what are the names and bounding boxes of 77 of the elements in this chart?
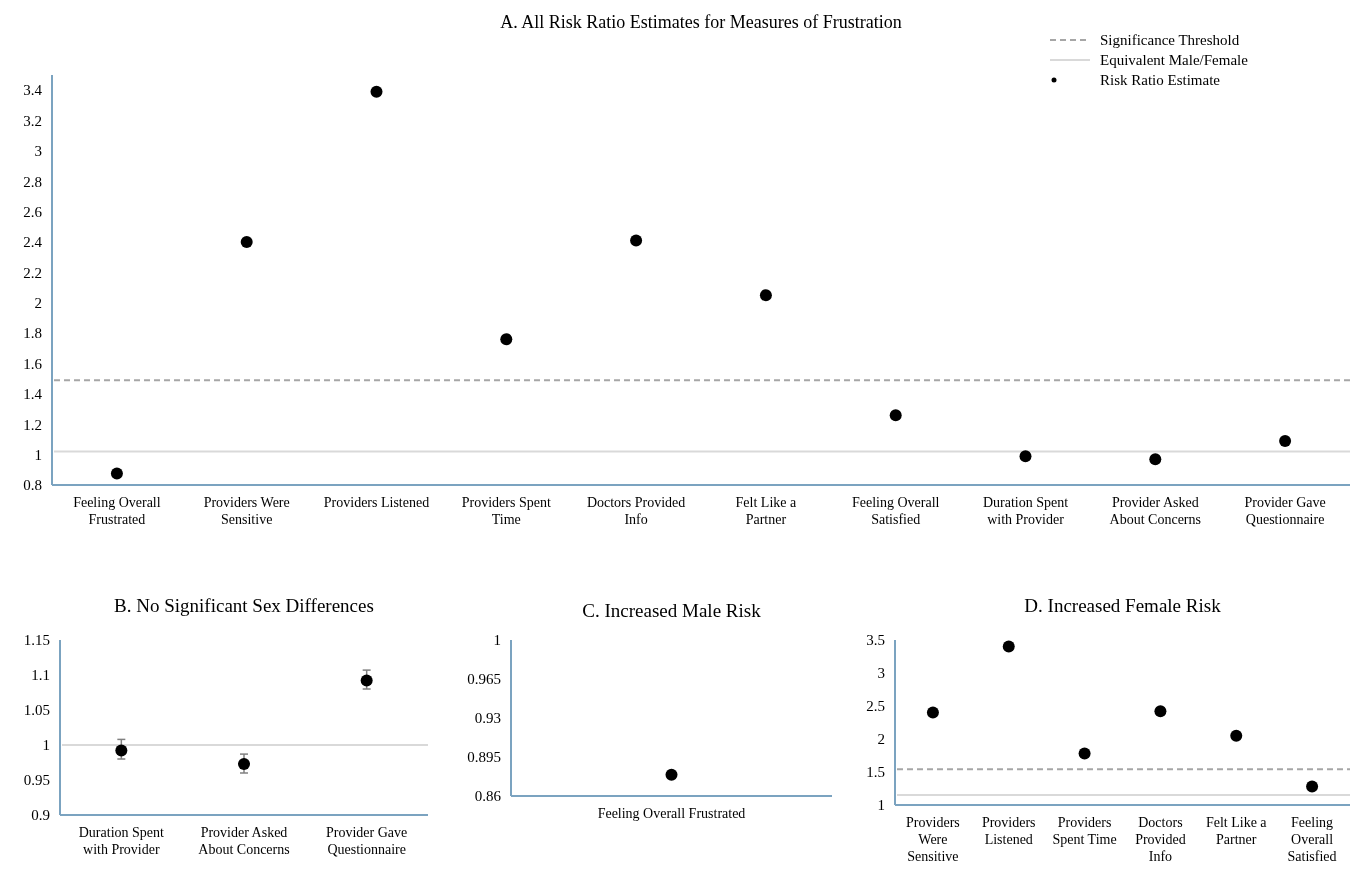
x-tick-label: Duration Spent with Provider [982, 495, 1069, 527]
point [240, 236, 253, 249]
y-tick-label: 0.965 [467, 671, 501, 688]
x-tick-label: Feeling Overall Satisfied [1287, 815, 1337, 864]
text: Risk Ratio Estimate [1100, 72, 1221, 89]
point [1279, 434, 1292, 447]
y-tick-label: 3 [877, 665, 885, 682]
x-tick-label: Feeling Overall Satisfied [851, 495, 940, 527]
y-tick-label: 2.8 [23, 173, 42, 190]
chart-title: A. All Risk Ratio Estimates for Measures of Frustration [500, 12, 902, 32]
y-tick-label: 3.4 [23, 82, 43, 99]
y-tick-label: 2 [877, 731, 885, 748]
point [1019, 450, 1032, 463]
y-tick-label: 3.5 [866, 632, 885, 649]
x-tick-label: Provider Asked About Concerns [1109, 495, 1201, 527]
y-tick-label: 1.6 [23, 355, 43, 372]
point [360, 674, 373, 687]
y-tick-label: 1.15 [23, 632, 50, 649]
x-tick-label: Doctors Provided Info [586, 495, 686, 527]
x-tick-label: Feeling Overall Frustrated [597, 806, 746, 821]
x-tick-label: Providers Spent Time [1052, 815, 1117, 847]
y-tick-label: 0.8 [23, 477, 42, 494]
x-tick-label: Providers Listened [981, 815, 1036, 847]
x-tick-label: Providers Spent Time [461, 495, 551, 527]
y-tick-label: 2 [34, 295, 42, 312]
y-tick-label: 3 [34, 143, 42, 160]
x-tick-label: Felt Like a Partner [735, 495, 798, 527]
point [926, 706, 939, 719]
x-tick-label: Doctors Provided Info [1135, 815, 1186, 864]
y-tick-label: 0.9 [31, 807, 50, 824]
point [1306, 780, 1319, 793]
point [1154, 705, 1167, 718]
y-tick-label: 1.1 [31, 667, 50, 684]
point [110, 467, 123, 480]
point [1230, 729, 1243, 742]
y-tick-label: 1.8 [23, 325, 42, 342]
y-tick-label: 3.2 [23, 112, 42, 129]
y-tick-label: 0.895 [467, 749, 501, 766]
point [759, 289, 772, 302]
x-tick-label: Duration Spent with Provider [78, 825, 165, 857]
point [1078, 747, 1091, 760]
y-tick-label: 2.5 [866, 698, 885, 715]
x-tick-label: Provider Gave Questionnaire [326, 825, 408, 857]
point [1149, 453, 1162, 466]
point [238, 757, 250, 770]
y-tick-label: 1.4 [23, 386, 43, 403]
point [630, 234, 643, 247]
y-tick-label: 1.2 [23, 416, 42, 433]
chart-title: D. Increased Female Risk [1024, 595, 1222, 616]
y-tick-label: 2.2 [23, 264, 42, 281]
y-tick-label: 1 [42, 737, 50, 754]
y-tick-label: 2.6 [23, 203, 43, 220]
x-tick-label: Providers Listened [323, 495, 430, 510]
x-tick-label: Providers Were Sensitive [906, 815, 960, 864]
point [889, 409, 902, 422]
y-tick-label: 1.5 [866, 764, 885, 781]
y-tick-label: 2.4 [23, 234, 43, 251]
x-tick-label: Provider Gave Questionnaire [1244, 495, 1326, 527]
y-tick-label: 0.95 [23, 772, 50, 789]
point [500, 333, 513, 346]
y-tick-label: 0.93 [474, 710, 501, 727]
y-tick-label: 1.05 [23, 702, 50, 719]
x-tick-label: Felt Like a Partner [1205, 815, 1268, 847]
point [370, 85, 383, 98]
chart-title: B. No Significant Sex Differences [114, 595, 374, 616]
chart-title: C. Increased Male Risk [582, 600, 762, 621]
y-tick-label: 1 [877, 797, 885, 814]
point [1002, 640, 1015, 653]
x-tick-label: Provider Asked About Concerns [198, 825, 290, 857]
x-tick-label: Providers Were Sensitive [203, 495, 290, 527]
legend-label: Significance Threshold [1100, 32, 1240, 49]
point [115, 744, 128, 757]
x-tick-label: Feeling Overall Frustrated [73, 495, 161, 527]
legend-label: Equivalent Male/Female [1100, 52, 1249, 69]
y-tick-label: 1 [493, 632, 501, 649]
y-tick-label: 0.86 [474, 788, 502, 805]
y-tick-label: 1 [34, 446, 42, 463]
